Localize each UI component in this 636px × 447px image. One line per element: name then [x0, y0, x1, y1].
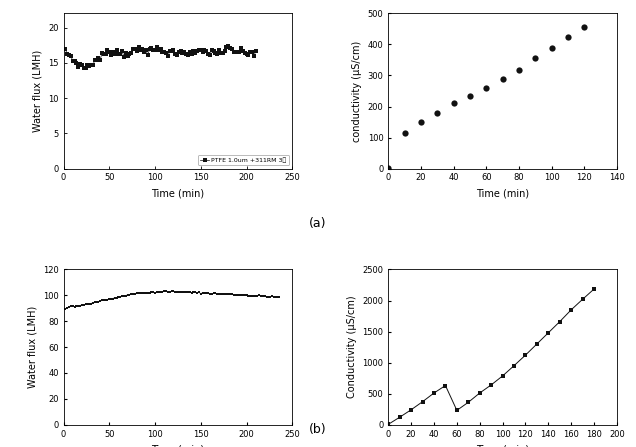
X-axis label: Time (min): Time (min) [476, 444, 529, 447]
Text: (a): (a) [309, 217, 327, 230]
Y-axis label: Conductivity (μS/cm): Conductivity (μS/cm) [347, 296, 357, 398]
Text: (b): (b) [309, 423, 327, 436]
X-axis label: Time (min): Time (min) [476, 188, 529, 198]
Y-axis label: conductivity (μS/cm): conductivity (μS/cm) [352, 40, 362, 142]
Legend: PTFE 1.0um +311RM 3배: PTFE 1.0um +311RM 3배 [198, 155, 289, 165]
Y-axis label: Water flux (LMH): Water flux (LMH) [32, 50, 43, 132]
X-axis label: Time (min): Time (min) [151, 444, 205, 447]
X-axis label: Time (min): Time (min) [151, 188, 205, 198]
Y-axis label: Water flux (LMH): Water flux (LMH) [27, 306, 38, 388]
